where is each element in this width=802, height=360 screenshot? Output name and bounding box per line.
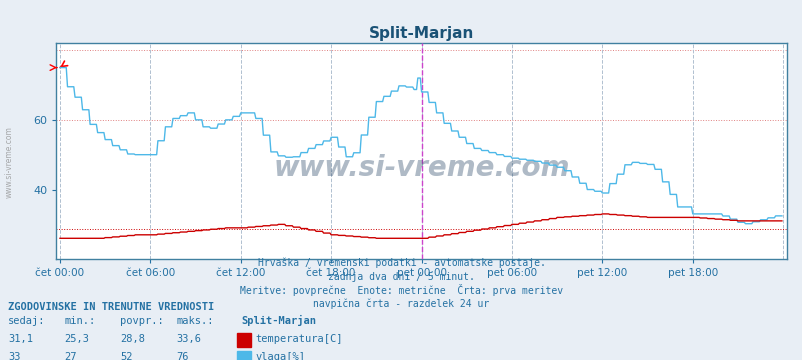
Text: Split-Marjan: Split-Marjan <box>241 315 315 326</box>
Text: 28,8: 28,8 <box>120 334 145 344</box>
Text: vlaga[%]: vlaga[%] <box>255 352 305 360</box>
Text: www.si-vreme.com: www.si-vreme.com <box>5 126 14 198</box>
Text: 27: 27 <box>64 352 77 360</box>
Text: 52: 52 <box>120 352 133 360</box>
Text: min.:: min.: <box>64 316 95 326</box>
Text: navpična črta - razdelek 24 ur: navpična črta - razdelek 24 ur <box>313 299 489 310</box>
Text: 25,3: 25,3 <box>64 334 89 344</box>
Text: temperatura[C]: temperatura[C] <box>255 334 342 344</box>
Text: ZGODOVINSKE IN TRENUTNE VREDNOSTI: ZGODOVINSKE IN TRENUTNE VREDNOSTI <box>8 302 214 312</box>
Title: Split-Marjan: Split-Marjan <box>368 26 474 41</box>
Text: 33: 33 <box>8 352 21 360</box>
Text: Hrvaška / vremenski podatki - avtomatske postaje.: Hrvaška / vremenski podatki - avtomatske… <box>257 258 545 269</box>
Text: 76: 76 <box>176 352 189 360</box>
Text: maks.:: maks.: <box>176 316 214 326</box>
Text: 33,6: 33,6 <box>176 334 201 344</box>
Text: sedaj:: sedaj: <box>8 316 46 326</box>
Text: Meritve: povprečne  Enote: metrične  Črta: prva meritev: Meritve: povprečne Enote: metrične Črta:… <box>240 284 562 296</box>
Text: povpr.:: povpr.: <box>120 316 164 326</box>
Text: www.si-vreme.com: www.si-vreme.com <box>273 154 569 183</box>
Text: 31,1: 31,1 <box>8 334 33 344</box>
Text: zadnja dva dni / 5 minut.: zadnja dva dni / 5 minut. <box>328 272 474 282</box>
